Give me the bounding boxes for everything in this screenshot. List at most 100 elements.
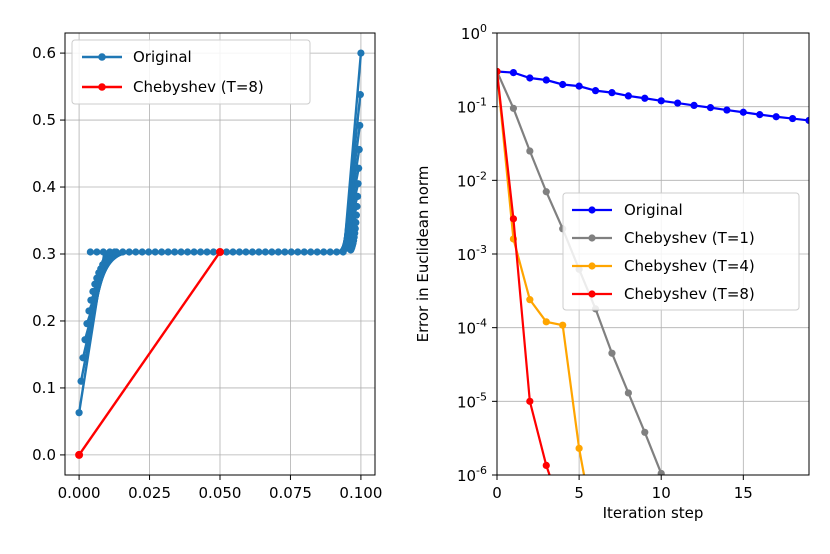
original-segment — [85, 168, 360, 325]
original-point — [255, 248, 263, 256]
right-legend-box — [562, 192, 800, 311]
original-point — [190, 248, 198, 256]
left-x-tick-label: 0.100 — [339, 484, 382, 502]
legend-marker — [98, 83, 106, 91]
right-x-tick-label: 0 — [492, 484, 502, 502]
original-point — [177, 248, 185, 256]
chebyshev-t-4-point — [526, 296, 534, 304]
original-segment — [81, 125, 361, 359]
original-point — [674, 99, 682, 107]
original-point — [355, 164, 363, 172]
original-point — [690, 101, 698, 110]
right-chart: 0 5 10 15 100 10-1 10-2 10-3 10-4 10-5 10-6 Iterati… — [414, 22, 810, 522]
right-y-tick-label: 10-2 — [457, 169, 487, 190]
original-point — [756, 111, 764, 119]
original-point — [641, 94, 649, 102]
original-point — [85, 307, 93, 315]
original-segment — [79, 94, 362, 382]
right-x-tick-label: 5 — [574, 484, 584, 502]
left-x-tick-label: 0.050 — [199, 484, 242, 502]
original-point — [81, 336, 89, 344]
legend-marker — [98, 53, 106, 61]
original-point — [86, 248, 94, 256]
original-point — [509, 69, 518, 77]
original-point — [326, 248, 334, 256]
right-x-axis-title: Iteration step — [603, 504, 704, 522]
original-point — [138, 248, 146, 256]
original-point — [235, 248, 244, 256]
chebyshev-t-4-point — [559, 321, 567, 329]
right-y-tick-label: 10-1 — [457, 96, 487, 117]
original-segment — [87, 183, 360, 312]
right-y-tick-label: 10-5 — [457, 390, 487, 411]
original-point — [242, 248, 250, 256]
legend-marker — [588, 262, 596, 270]
legend-label: Chebyshev (T=8) — [133, 78, 264, 96]
original-point — [132, 248, 140, 256]
original-point — [307, 248, 315, 256]
chebyshev-t8-point — [75, 450, 84, 459]
chebyshev-t-1-point — [526, 147, 534, 155]
right-plot-area — [497, 67, 809, 475]
left-y-tick-label: 0.5 — [32, 111, 56, 129]
original-point — [772, 113, 780, 121]
original-segment — [83, 149, 361, 341]
original-point — [203, 248, 211, 256]
original-segment — [89, 196, 359, 301]
legend-label: Original — [133, 48, 192, 66]
chebyshev-t-1-point — [657, 469, 665, 475]
original-point — [99, 248, 107, 256]
left-chart: 0.000 0.025 0.050 0.075 0.100 0.0 0.1 0.2 0.3 0.4… — [32, 32, 382, 502]
chebyshev-t-1-point — [542, 188, 550, 196]
original-point — [347, 246, 355, 254]
original-point — [353, 192, 362, 201]
original-point — [706, 104, 715, 112]
original-point — [805, 116, 809, 125]
original-point — [624, 92, 632, 100]
legend-marker — [588, 206, 596, 214]
chebyshev-t8-line — [78, 251, 221, 456]
original-point — [164, 248, 172, 256]
original-point — [274, 248, 282, 256]
original-point — [591, 87, 600, 95]
original-point — [333, 248, 341, 256]
original-point — [106, 248, 114, 256]
left-x-tick-label: 0.025 — [128, 484, 171, 502]
original-point — [575, 82, 583, 90]
original-point — [300, 248, 308, 256]
right-y-tick-label: 10-4 — [457, 317, 487, 338]
chebyshev-t-8-point — [497, 67, 501, 76]
original-point — [287, 248, 295, 256]
original-point — [355, 145, 363, 154]
original-point — [77, 377, 85, 385]
chebyshev-t-4-point — [542, 318, 550, 326]
legend-label: Original — [624, 201, 683, 219]
original-point — [145, 248, 153, 256]
original-point — [261, 248, 269, 256]
original-point — [657, 97, 665, 105]
left-y-tick-label: 0.2 — [32, 312, 56, 330]
left-y-tick-label: 0.3 — [32, 245, 56, 263]
original-point — [354, 180, 362, 188]
left-plot-area — [75, 49, 365, 459]
original-point — [112, 248, 120, 256]
original-point — [183, 248, 192, 256]
right-y-axis-title: Error in Euclidean norm — [414, 166, 432, 343]
original-point — [526, 74, 534, 82]
legend-label: Chebyshev (T=8) — [624, 285, 755, 303]
chebyshev-t-1-point — [509, 104, 518, 112]
right-x-tick-label: 15 — [734, 484, 753, 502]
chebyshev-t-8-point — [526, 397, 534, 405]
original-point — [158, 248, 166, 256]
original-point — [222, 248, 231, 256]
original-point — [196, 248, 205, 256]
original-point — [151, 248, 159, 256]
original-point — [356, 91, 364, 99]
original-point — [75, 409, 83, 417]
right-y-tick-label: 10-3 — [457, 243, 487, 264]
original-point — [89, 287, 97, 296]
legend-marker — [588, 290, 596, 298]
chebyshev-t-8-point — [542, 461, 550, 469]
chebyshev-t-1-point — [608, 349, 616, 357]
